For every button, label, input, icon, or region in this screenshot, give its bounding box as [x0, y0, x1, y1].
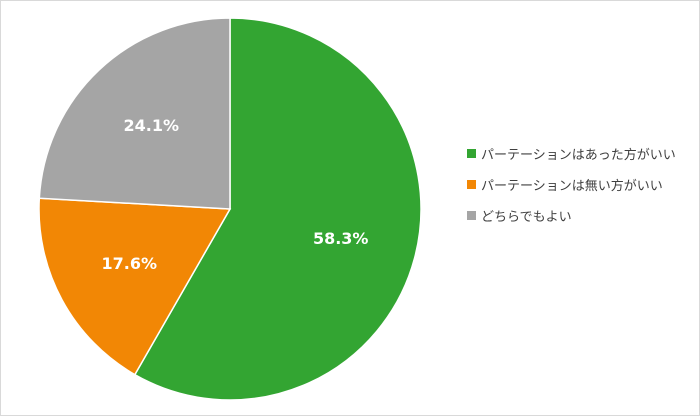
legend-swatch-0 [467, 148, 476, 158]
slice-label-1: 17.6% [101, 254, 157, 273]
legend-swatch-2 [467, 210, 476, 220]
legend: パーテーションはあった方がいい パーテーションは無い方がいい どちらでもよい [467, 144, 676, 225]
legend-item-1: パーテーションは無い方がいい [467, 175, 676, 194]
pie-slice-0 [133, 17, 422, 401]
legend-item-0: パーテーションはあった方がいい [467, 144, 676, 163]
legend-item-2: どちらでもよい [467, 206, 676, 225]
legend-label-0: パーテーションはあった方がいい [481, 147, 676, 163]
legend-label-1: パーテーションは無い方がいい [481, 178, 663, 194]
pie-slice-2 [38, 17, 231, 210]
pie-slice-1 [38, 197, 232, 376]
legend-label-2: どちらでもよい [481, 209, 572, 225]
slice-label-0: 58.3% [313, 229, 369, 248]
slice-label-2: 24.1% [124, 116, 180, 135]
legend-swatch-1 [467, 179, 476, 189]
